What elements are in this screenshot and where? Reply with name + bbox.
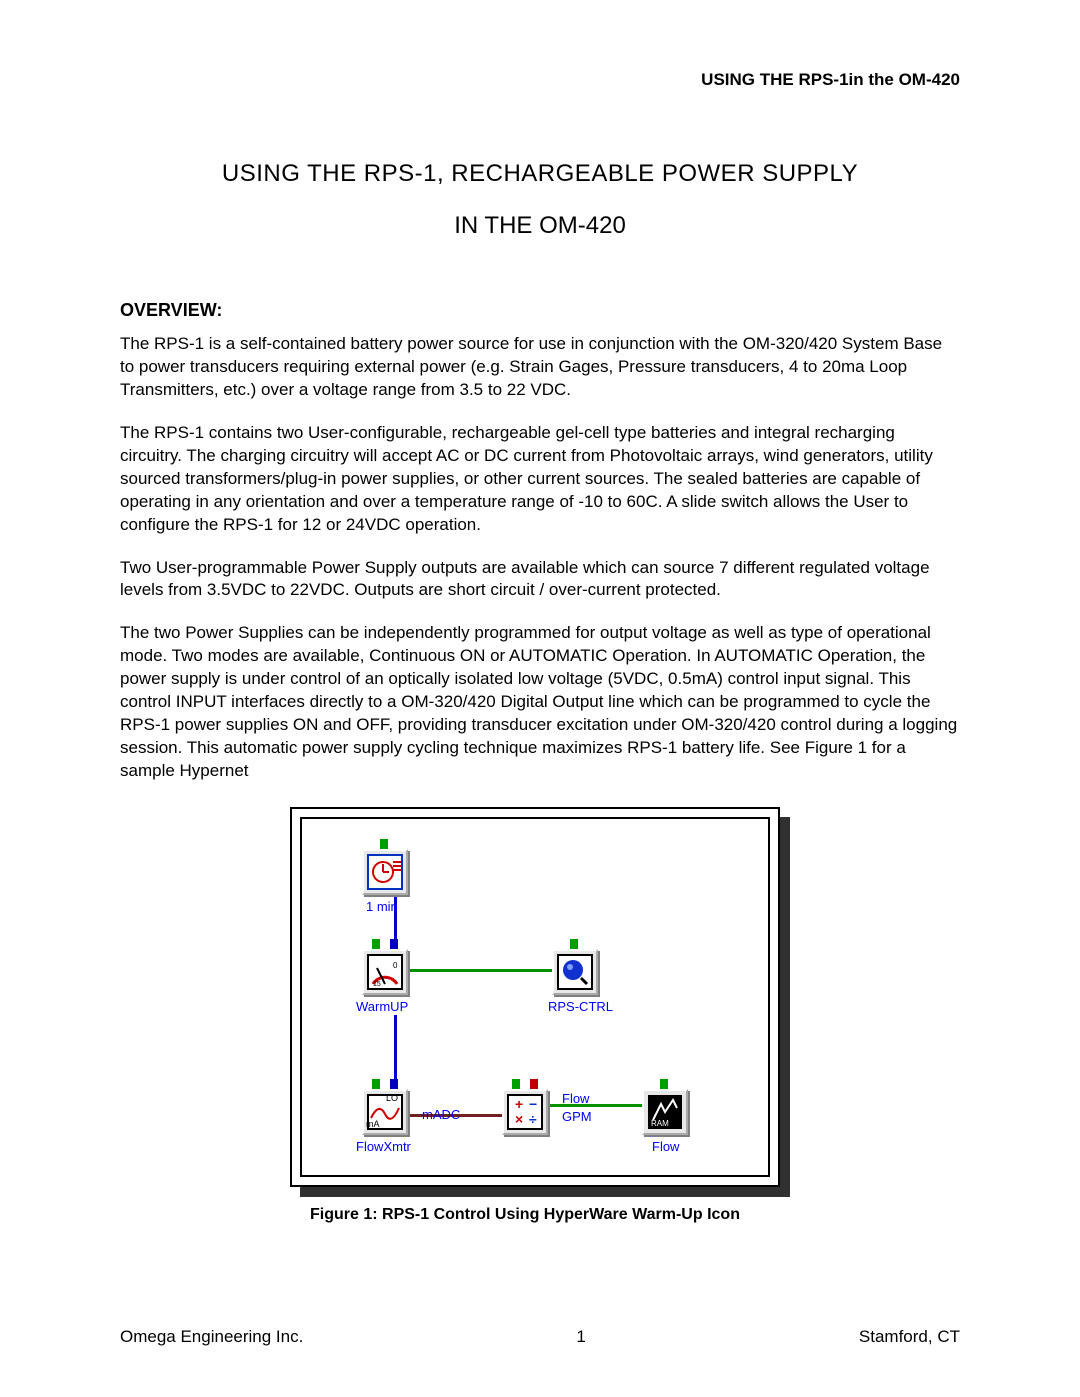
- svg-text:÷: ÷: [529, 1111, 537, 1127]
- svg-text:+: +: [515, 1096, 523, 1112]
- figure-caption: Figure 1: RPS-1 Control Using HyperWare …: [310, 1205, 770, 1226]
- node-label: FlowXmtr: [356, 1139, 411, 1154]
- svg-text:−: −: [529, 1096, 537, 1112]
- port: [570, 939, 578, 949]
- port: [372, 1079, 380, 1089]
- node-label: 1 min: [366, 899, 398, 914]
- inline-label-flow: Flow: [562, 1091, 589, 1106]
- port: [660, 1079, 668, 1089]
- flow-icon: RAM: [642, 1089, 688, 1135]
- footer-center: 1: [576, 1327, 585, 1347]
- node-math: +−× ÷: [502, 1089, 548, 1135]
- footer-right: Stamford, CT: [859, 1327, 960, 1347]
- figure-frame: 1 min 0 15 WarmUP RPS-CTRL FlowXmtr LO mA +−× ÷ RA…: [290, 807, 790, 1197]
- rpsctrl-icon: [552, 949, 598, 995]
- svg-text:×: ×: [515, 1111, 523, 1127]
- svg-text:0: 0: [393, 961, 398, 970]
- node-flowxmtr: FlowXmtrLOmA: [362, 1089, 408, 1135]
- node-label: WarmUP: [356, 999, 408, 1014]
- node-warmup: 015WarmUP: [362, 949, 408, 995]
- section-heading-overview: OVERVIEW:: [120, 300, 960, 321]
- svg-text:15: 15: [373, 981, 381, 988]
- node-flow: RAMFlow: [642, 1089, 688, 1135]
- doc-subtitle: IN THE OM-420: [120, 212, 960, 240]
- running-header: USING THE RPS-1in the OM-420: [120, 70, 960, 90]
- figure-canvas: 1 min 0 15 WarmUP RPS-CTRL FlowXmtr LO mA +−× ÷ RA…: [300, 817, 770, 1177]
- node-sublabel: LO: [386, 1093, 398, 1103]
- footer-left: Omega Engineering Inc.: [120, 1327, 303, 1347]
- figure-panel: 1 min 0 15 WarmUP RPS-CTRL FlowXmtr LO mA +−× ÷ RA…: [290, 807, 780, 1187]
- overview-paragraph-4: The two Power Supplies can be independen…: [120, 622, 960, 783]
- page-footer: Omega Engineering Inc. 1 Stamford, CT: [120, 1327, 960, 1347]
- port: [390, 939, 398, 949]
- math-icon: +−× ÷: [502, 1089, 548, 1135]
- warmup-icon: 0 15: [362, 949, 408, 995]
- overview-paragraph-3: Two User-programmable Power Supply outpu…: [120, 557, 960, 603]
- port: [372, 939, 380, 949]
- doc-title: USING THE RPS-1, RECHARGEABLE POWER SUPP…: [120, 160, 960, 188]
- clock-icon: [362, 849, 408, 895]
- figure-1: 1 min 0 15 WarmUP RPS-CTRL FlowXmtr LO mA +−× ÷ RA…: [120, 807, 960, 1226]
- port: [530, 1079, 538, 1089]
- inline-label-madc: mADC: [422, 1107, 460, 1122]
- svg-text:RAM: RAM: [651, 1119, 669, 1128]
- port: [390, 1079, 398, 1089]
- overview-paragraph-1: The RPS-1 is a self-contained battery po…: [120, 333, 960, 402]
- node-sublabel: mA: [366, 1119, 380, 1129]
- inline-label-gpm: GPM: [562, 1109, 592, 1124]
- node-label: RPS-CTRL: [548, 999, 613, 1014]
- port: [380, 839, 388, 849]
- overview-paragraph-2: The RPS-1 contains two User-configurable…: [120, 422, 960, 537]
- wire: [408, 969, 552, 972]
- node-clock: 1 min: [362, 849, 408, 895]
- page: USING THE RPS-1in the OM-420 USING THE R…: [0, 0, 1080, 1397]
- port: [512, 1079, 520, 1089]
- wire: [394, 1015, 397, 1089]
- node-label: Flow: [652, 1139, 679, 1154]
- node-rpsctrl: RPS-CTRL: [552, 949, 598, 995]
